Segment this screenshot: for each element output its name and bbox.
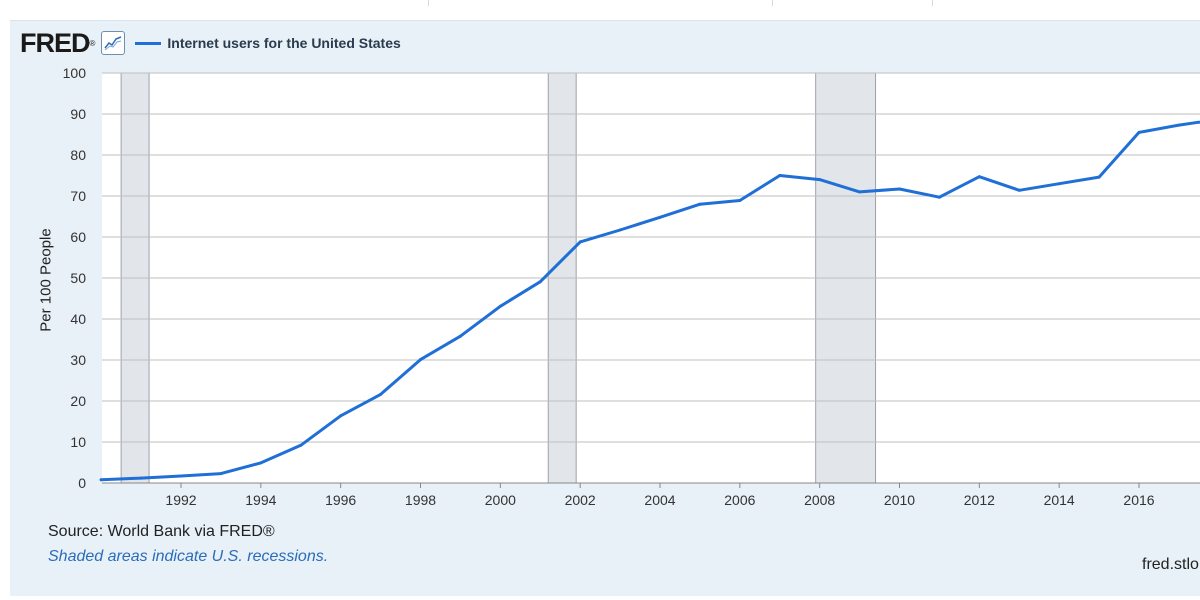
data-point — [1177, 123, 1181, 127]
data-point — [1017, 188, 1021, 192]
x-tick-label: 2006 — [724, 492, 755, 508]
data-point — [578, 240, 582, 244]
data-point — [698, 202, 702, 206]
data-point — [538, 280, 542, 284]
grid-layer — [102, 72, 1200, 484]
top-divider — [428, 0, 429, 6]
y-tick-label: 90 — [70, 106, 86, 122]
data-point — [458, 334, 462, 338]
top-divider — [772, 0, 773, 6]
y-tick-label: 80 — [70, 147, 86, 163]
data-point — [658, 215, 662, 219]
x-tick-label: 2014 — [1044, 492, 1075, 508]
data-point — [139, 476, 143, 480]
x-tick-label: 1994 — [245, 492, 276, 508]
y-axis-label: Per 100 People — [37, 228, 55, 332]
x-tick-label: 1996 — [325, 492, 356, 508]
x-tick-label: 2002 — [565, 492, 596, 508]
x-tick-label: 2010 — [884, 492, 915, 508]
site-url[interactable]: fred.stlo — [1142, 556, 1199, 573]
x-tick-label: 2012 — [964, 492, 995, 508]
y-axis: 0 10 20 30 40 50 60 70 80 90 100 — [63, 65, 87, 491]
data-point — [738, 199, 742, 203]
x-tick-label: 2004 — [644, 492, 675, 508]
data-point — [977, 175, 981, 179]
data-point — [858, 190, 862, 194]
legend-label[interactable]: Internet users for the United States — [167, 35, 401, 51]
x-tick-label: 2016 — [1123, 492, 1154, 508]
data-point — [339, 414, 343, 418]
source-text: Source: World Bank via FRED® — [48, 523, 275, 540]
data-point — [818, 178, 822, 182]
y-tick-label: 60 — [70, 229, 86, 245]
data-point — [379, 392, 383, 396]
y-tick-label: 0 — [78, 475, 86, 491]
y-tick-label: 50 — [70, 270, 86, 286]
fred-logo[interactable]: FRED — [20, 27, 90, 58]
x-tick-label: 2008 — [804, 492, 835, 508]
registered-mark: ® — [89, 38, 96, 48]
x-tick-label: 2000 — [485, 492, 516, 508]
x-tick-label: 1998 — [405, 492, 436, 508]
data-point — [937, 195, 941, 199]
y-tick-label: 70 — [70, 188, 86, 204]
data-point — [179, 474, 183, 478]
data-point — [778, 174, 782, 177]
data-point — [419, 358, 422, 362]
data-point — [1057, 182, 1061, 186]
data-point — [618, 228, 622, 232]
series-layer — [99, 120, 1200, 482]
top-divider — [932, 0, 933, 6]
y-tick-label: 100 — [63, 65, 87, 81]
data-point — [1137, 130, 1141, 134]
data-point — [498, 304, 502, 308]
data-point — [259, 461, 263, 465]
y-tick-label: 20 — [70, 393, 86, 409]
legend-swatch — [135, 41, 162, 45]
data-point — [299, 443, 303, 447]
graph-header: FRED ® Internet users for the United Sta… — [20, 28, 401, 58]
data-point — [1197, 120, 1200, 124]
data-point — [99, 478, 103, 482]
top-strip — [0, 0, 1200, 14]
y-tick-label: 30 — [70, 352, 86, 368]
data-point — [219, 472, 223, 476]
x-tick-label: 1992 — [165, 492, 196, 508]
data-point — [1097, 175, 1101, 179]
y-tick-label: 10 — [70, 434, 86, 450]
recession-note: Shaded areas indicate U.S. recessions. — [48, 548, 329, 565]
x-axis: 1992 1994 1996 1998 2000 2002 2004 2006 2008 2010… — [165, 483, 1155, 508]
data-point — [898, 187, 901, 191]
y-tick-label: 40 — [70, 311, 86, 327]
line-chart-icon[interactable] — [101, 31, 126, 55]
